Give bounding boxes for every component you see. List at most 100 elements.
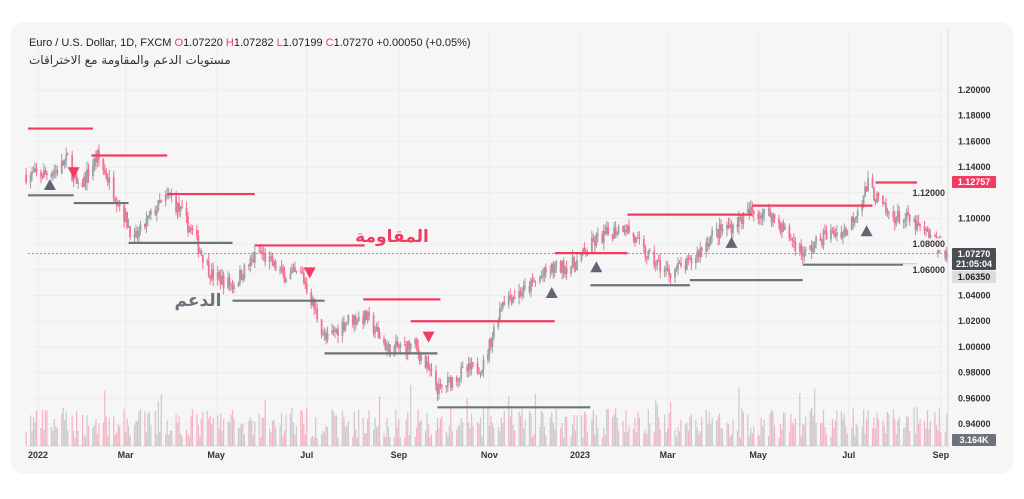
- candle-body: [694, 258, 697, 263]
- candle-body: [301, 272, 304, 274]
- candle-body: [564, 267, 567, 275]
- candle-body: [427, 361, 430, 370]
- volume-bar: [126, 418, 128, 446]
- candle-body: [882, 195, 884, 205]
- candle-body: [365, 310, 368, 321]
- candle-body: [677, 263, 679, 269]
- candle-body: [375, 326, 378, 332]
- volume-bar: [52, 431, 54, 446]
- volume-bar: [935, 425, 937, 446]
- volume-bar: [885, 433, 887, 446]
- volume-bar: [326, 427, 329, 446]
- volume-bar: [50, 427, 52, 446]
- candle-body: [239, 270, 241, 284]
- candle-body: [345, 321, 348, 323]
- candle-body: [648, 250, 651, 252]
- candle-body: [469, 363, 472, 370]
- volume-bar: [696, 427, 698, 446]
- candle-body: [893, 217, 896, 224]
- candle-body: [804, 248, 807, 251]
- volume-bar: [867, 410, 869, 446]
- candle-body: [865, 186, 868, 192]
- volume-bar: [643, 433, 645, 446]
- candle-body: [571, 257, 574, 267]
- volume-bar: [228, 422, 231, 446]
- candle-body: [81, 182, 84, 187]
- candle-body: [274, 261, 277, 271]
- candle-body: [200, 251, 203, 255]
- volume-bar: [44, 410, 47, 446]
- candle-body: [65, 154, 68, 161]
- candle-body: [117, 204, 120, 206]
- high-price-badge: [952, 176, 996, 189]
- y-tick-label: 1.10000: [958, 213, 991, 223]
- candle-body: [844, 228, 847, 235]
- candle-body: [325, 332, 327, 340]
- candle-body: [397, 347, 400, 349]
- volume-bar: [762, 426, 764, 446]
- volume-bar: [282, 436, 284, 446]
- candle-body: [478, 372, 480, 374]
- volume-bar: [929, 421, 932, 446]
- candle-body: [467, 363, 470, 372]
- volume-bar: [289, 413, 292, 446]
- candle-body: [562, 260, 565, 275]
- volume-bar: [917, 423, 920, 446]
- volume-bar: [211, 424, 213, 446]
- volume-bar: [387, 426, 390, 446]
- candle-body: [175, 195, 177, 213]
- candle-body: [455, 377, 458, 382]
- candle-body: [356, 321, 359, 325]
- breakout-down-arrow-icon: [67, 167, 80, 179]
- volume-bar: [343, 417, 345, 446]
- volume-bar: [92, 427, 94, 446]
- volume-bar: [242, 424, 244, 446]
- candle-body: [271, 256, 274, 266]
- candle-body: [605, 227, 608, 234]
- candle-body: [491, 336, 494, 347]
- y-tick-label: 1.12000: [912, 188, 945, 198]
- volume-bar: [104, 390, 106, 446]
- candle-body: [874, 200, 877, 203]
- volume-bar: [528, 410, 531, 446]
- volume-bar: [512, 424, 514, 446]
- candle-body: [212, 269, 215, 280]
- candle-body: [187, 215, 189, 233]
- candle-body: [540, 276, 543, 278]
- candle-body: [945, 252, 948, 259]
- candle-body: [706, 242, 709, 247]
- volume-bar: [533, 433, 535, 446]
- candle-body: [622, 226, 624, 232]
- candle-body: [164, 194, 167, 201]
- volume-bar: [843, 413, 845, 446]
- volume-bar: [417, 409, 419, 446]
- candles: [25, 144, 948, 402]
- volume-bar: [450, 408, 452, 446]
- candle-body: [105, 172, 108, 179]
- volume-bar: [346, 425, 348, 446]
- candle-body: [102, 159, 105, 171]
- volume-bar: [926, 410, 929, 446]
- y-tick-label: 0.98000: [958, 368, 991, 378]
- candle-body: [580, 253, 583, 261]
- candle-body: [259, 251, 262, 253]
- candle-body: [43, 170, 45, 178]
- candle-body: [503, 302, 506, 305]
- volume-bar: [534, 393, 537, 446]
- candle-body: [925, 228, 927, 231]
- candle-body: [383, 338, 385, 343]
- candle-body: [353, 316, 356, 325]
- volume-bar: [814, 388, 816, 446]
- volume-bar: [680, 420, 682, 446]
- volume-bar: [312, 435, 314, 446]
- volume-bar: [145, 431, 147, 446]
- candle-body: [601, 234, 604, 243]
- volume-bar: [341, 410, 344, 446]
- candle-body: [625, 229, 627, 233]
- candle-body: [123, 205, 126, 222]
- volume-bar: [894, 419, 896, 446]
- candle-body: [555, 261, 558, 267]
- candle-body: [521, 293, 523, 296]
- candle-body: [44, 170, 47, 174]
